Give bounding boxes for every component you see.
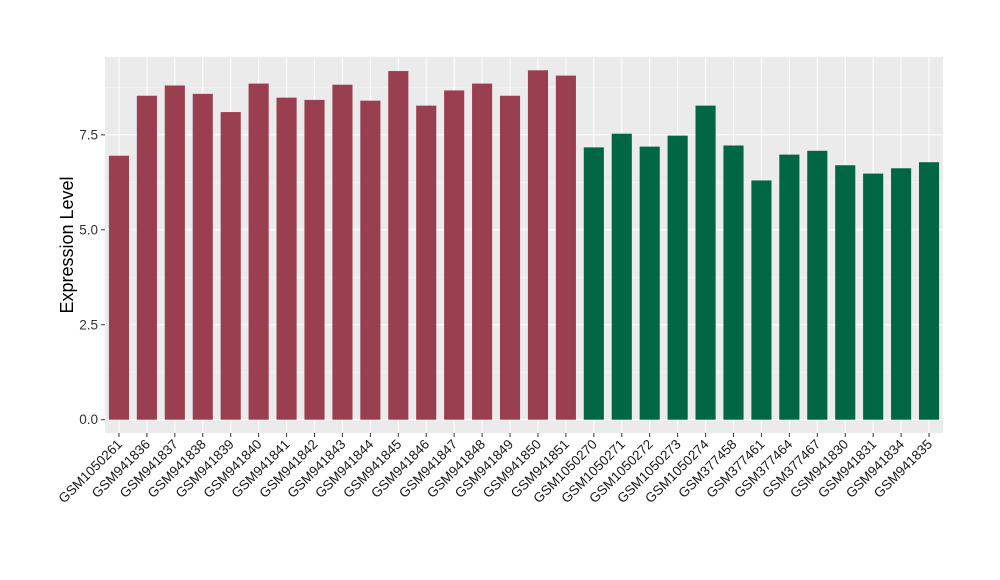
bar-GSM941841 (276, 97, 297, 420)
bar-GSM1050274 (695, 105, 716, 420)
bar-GSM941850 (527, 70, 549, 420)
y-tick-label: 2.5 (79, 317, 98, 332)
bar-GSM941836 (136, 95, 157, 420)
bar-GSM377467 (807, 150, 828, 420)
bar-GSM941834 (891, 168, 912, 420)
bar-GSM941851 (555, 75, 576, 420)
y-tick-label: 0.0 (79, 412, 98, 427)
bar-GSM377458 (723, 145, 744, 420)
bar-GSM941846 (416, 105, 437, 420)
bar-GSM941840 (248, 83, 269, 420)
plot-panel (105, 57, 943, 433)
bar-GSM941847 (444, 90, 465, 420)
bar-GSM941842 (304, 99, 325, 420)
x-axis: GSM1050261GSM941836GSM941837GSM941838GSM… (56, 433, 935, 506)
bar-GSM377464 (779, 154, 800, 420)
y-axis-title: Expression Level (57, 176, 77, 313)
bar-GSM1050271 (611, 133, 632, 420)
bar-GSM941830 (835, 165, 856, 420)
y-axis: 0.0 2.5 5.0 7.5 (79, 127, 105, 427)
bar-GSM1050270 (583, 147, 604, 420)
bar-GSM941831 (863, 173, 884, 420)
bar-GSM941845 (388, 71, 409, 420)
minor-gridlines (105, 87, 943, 373)
bar-GSM1050273 (667, 135, 688, 420)
bar-GSM941848 (472, 83, 493, 420)
bar-GSM941839 (220, 112, 241, 420)
bar-GSM1050272 (639, 146, 660, 420)
bar-GSM377461 (751, 180, 772, 420)
bar-GSM941838 (192, 93, 213, 420)
bars (108, 70, 940, 420)
bar-GSM941835 (918, 162, 940, 420)
y-tick-label: 5.0 (79, 222, 98, 237)
bar-GSM941844 (360, 100, 381, 420)
bar-GSM941837 (164, 85, 185, 420)
bar-GSM1050261 (108, 155, 130, 420)
bar-GSM941843 (332, 84, 353, 420)
y-tick-label: 7.5 (79, 127, 98, 142)
bar-GSM941849 (499, 95, 521, 420)
